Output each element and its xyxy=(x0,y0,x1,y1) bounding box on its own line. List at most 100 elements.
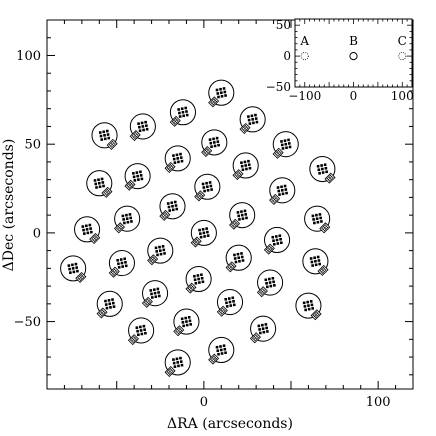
fiber-dot xyxy=(150,292,153,296)
fiber-dot xyxy=(172,358,175,361)
fiber-dot xyxy=(240,213,244,217)
fiber-dot xyxy=(209,184,213,188)
fiber-dot xyxy=(259,331,262,335)
fiber-dot xyxy=(318,262,321,266)
fiber-dot xyxy=(232,300,235,303)
fiber-dot xyxy=(314,263,318,267)
fiber-dot xyxy=(229,304,233,307)
fiber-dot xyxy=(321,167,324,171)
fiber-dot xyxy=(303,305,307,308)
guide-hatch xyxy=(194,240,198,244)
guide-box xyxy=(141,296,153,308)
fiber-dot xyxy=(120,261,124,265)
fiber-dot xyxy=(215,345,219,349)
guide-box xyxy=(208,96,220,108)
guide-hatch xyxy=(255,334,259,339)
guide-box xyxy=(129,130,141,142)
pointing-marker xyxy=(295,292,322,321)
fiber-dot xyxy=(155,250,159,253)
fiber-dot xyxy=(170,201,174,205)
fiber-dot xyxy=(139,325,142,329)
fiber-dot xyxy=(318,171,321,175)
fiber-dot xyxy=(231,296,235,300)
fiber-dot xyxy=(175,357,179,361)
fiber-dot xyxy=(241,217,245,220)
fiber-dot xyxy=(283,139,287,142)
fiber-dot xyxy=(71,263,74,267)
fiber-dot xyxy=(135,326,139,329)
guide-box xyxy=(263,243,275,255)
fiber-dot xyxy=(216,92,220,95)
fiber-dot xyxy=(125,217,129,220)
pointing-circle xyxy=(147,237,174,264)
fiber-dot xyxy=(137,333,140,337)
pointing-marker xyxy=(129,113,156,142)
inset-x-tick-label: −100 xyxy=(288,89,321,103)
fiber-dot xyxy=(325,170,328,174)
fiber-dot xyxy=(107,136,111,140)
x-tick-label: 100 xyxy=(366,395,391,410)
pointing-marker xyxy=(229,202,256,230)
pointing-marker xyxy=(60,255,87,284)
fiber-dot xyxy=(199,235,203,239)
fiber-dot xyxy=(309,300,313,303)
pointing-marker xyxy=(225,244,252,273)
fiber-dot xyxy=(128,213,132,216)
fiber-dot xyxy=(181,110,185,114)
fiber-dot xyxy=(278,234,282,238)
fiber-dot xyxy=(247,118,251,122)
fiber-dot xyxy=(184,106,188,110)
fiber-dot xyxy=(272,280,275,284)
fiber-dot xyxy=(177,160,180,164)
guide-hatch xyxy=(321,268,325,273)
guide-hatch xyxy=(94,235,99,239)
fiber-dot xyxy=(203,235,206,238)
guide-box xyxy=(106,138,118,150)
fiber-dot xyxy=(106,133,110,136)
y-tick-label: 50 xyxy=(24,138,41,153)
fiber-dot xyxy=(209,141,213,145)
fiber-dot xyxy=(307,304,310,307)
pointing-marker xyxy=(185,265,212,294)
pointing-circle xyxy=(173,308,200,335)
pointing-circle xyxy=(257,269,284,296)
guide-box xyxy=(232,169,244,181)
guide-box xyxy=(75,271,87,284)
guide-hatch xyxy=(101,309,106,314)
fiber-dot xyxy=(201,280,205,284)
fiber-dot xyxy=(213,141,216,144)
pointing-circle xyxy=(250,315,277,342)
guide-box xyxy=(127,334,139,346)
fiber-dot xyxy=(323,163,327,167)
fiber-dot xyxy=(206,185,209,189)
guide-hatch xyxy=(229,265,233,269)
guide-hatch xyxy=(315,311,320,315)
guide-hatch xyxy=(237,171,242,175)
guide-hatch xyxy=(244,125,249,129)
fiber-dot xyxy=(319,216,322,220)
fiber-dot xyxy=(255,120,259,124)
guide-hatch xyxy=(272,197,277,202)
fiber-dot xyxy=(111,298,114,301)
fiber-dot xyxy=(179,360,183,363)
guide-hatch xyxy=(110,142,114,147)
guide-hatch xyxy=(168,369,172,374)
fiber-dot xyxy=(254,113,257,117)
pointing-circle xyxy=(114,205,141,232)
fiber-dot xyxy=(245,216,248,220)
fiber-dot xyxy=(105,129,109,133)
guide-box xyxy=(319,222,331,234)
fiber-dot xyxy=(281,192,285,196)
guide-hatch xyxy=(328,176,332,180)
fiber-dot xyxy=(174,204,178,207)
fiber-dot xyxy=(243,160,247,164)
fiber-dot xyxy=(275,235,278,238)
fiber-dot xyxy=(172,361,176,365)
fiber-dot xyxy=(145,127,149,131)
y-tick-label: 100 xyxy=(16,49,41,64)
inset-point-a xyxy=(300,51,309,61)
fiber-dot xyxy=(269,284,273,288)
pointing-marker xyxy=(216,289,244,317)
fiber-dot xyxy=(95,186,98,189)
pointing-marker xyxy=(232,152,259,181)
